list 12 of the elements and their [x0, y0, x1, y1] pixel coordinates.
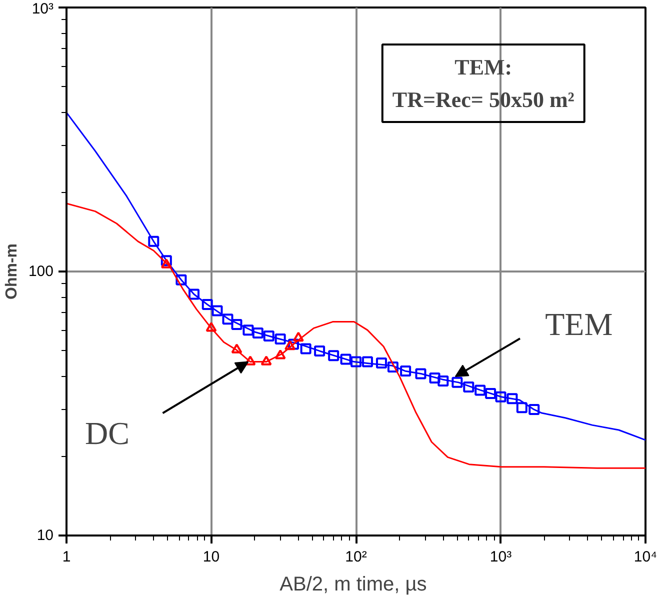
- y-axis-title: Ohm-m: [3, 244, 20, 300]
- x-tick-label: 10³: [490, 548, 512, 566]
- x-tick-label: 10²: [345, 548, 367, 566]
- x-tick-label: 1: [62, 548, 71, 566]
- annotation: DC: [85, 415, 130, 452]
- x-tick-label: 10⁴: [634, 548, 658, 566]
- y-tick-label: 10: [36, 527, 54, 544]
- x-tick-label: 10: [202, 548, 220, 566]
- annotation: TEM: [545, 306, 613, 342]
- x-axis-title: AB/2, m time, µs: [280, 574, 427, 596]
- y-tick-label: 100: [28, 263, 54, 280]
- y-tick-label: 10³: [32, 0, 54, 18]
